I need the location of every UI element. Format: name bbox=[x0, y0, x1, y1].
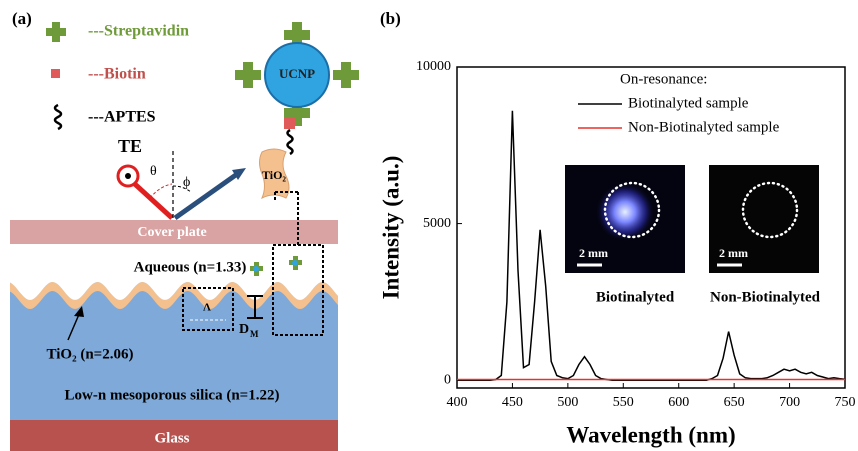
inset-label: Biotinalyted bbox=[596, 289, 675, 305]
tio2-layer-label: TiO₂ (n=2.06) bbox=[47, 346, 134, 362]
beam-diagram bbox=[118, 150, 246, 218]
legend-title: On-resonance: bbox=[620, 71, 707, 87]
legend-aptes: ---APTES bbox=[88, 109, 156, 126]
panel-a: (a) ---Streptavidin ---Biotin ---APTES U… bbox=[10, 9, 359, 451]
te-label: TE bbox=[118, 136, 142, 156]
y-tick-label: 5000 bbox=[423, 216, 451, 231]
inset-label: Non-Biotinalyted bbox=[710, 289, 821, 305]
panel-label: (a) bbox=[12, 9, 32, 28]
biotin-icon bbox=[51, 69, 60, 78]
legend-label: Biotinalyted sample bbox=[628, 95, 749, 111]
panel-label: (b) bbox=[380, 9, 401, 28]
y-axis-label: Intensity (a.u.) bbox=[378, 156, 403, 300]
aptes-icon bbox=[55, 105, 61, 129]
legend-streptavidin: ---Streptavidin bbox=[88, 23, 189, 40]
scale-bar-label: 2 mm bbox=[579, 246, 608, 260]
cover-plate-label: Cover plate bbox=[137, 225, 206, 240]
x-tick-label: 500 bbox=[557, 395, 578, 410]
x-tick-label: 550 bbox=[613, 395, 634, 410]
depth-subscript: M bbox=[250, 329, 259, 339]
ucnp-label: UCNP bbox=[279, 66, 315, 81]
phi-label: ϕ bbox=[183, 175, 190, 190]
aqueous-label: Aqueous (n=1.33) bbox=[134, 259, 247, 275]
x-axis-label: Wavelength (nm) bbox=[566, 422, 735, 447]
legend-label: Non-Biotinalyted sample bbox=[628, 119, 780, 135]
streptavidin-icon bbox=[46, 22, 66, 42]
theta-label: θ bbox=[150, 164, 157, 179]
y-tick-label: 0 bbox=[444, 372, 451, 387]
silica-label: Low-n mesoporous silica (n=1.22) bbox=[65, 387, 280, 403]
depth-label: D bbox=[239, 322, 249, 337]
legend-biotin: ---Biotin bbox=[88, 66, 146, 83]
x-tick-label: 700 bbox=[779, 395, 800, 410]
x-tick-label: 450 bbox=[502, 395, 523, 410]
ucnp-particle bbox=[235, 22, 359, 198]
x-tick-label: 750 bbox=[835, 395, 856, 410]
x-tick-label: 600 bbox=[668, 395, 689, 410]
tio2-particle-label: TiO₂ bbox=[262, 168, 286, 182]
y-tick-label: 10000 bbox=[416, 59, 451, 74]
glass-label: Glass bbox=[154, 430, 189, 446]
figure: (a) ---Streptavidin ---Biotin ---APTES U… bbox=[0, 0, 858, 451]
x-tick-label: 400 bbox=[447, 395, 468, 410]
scale-bar-label: 2 mm bbox=[719, 246, 748, 260]
x-tick-label: 650 bbox=[724, 395, 745, 410]
period-label: Λ bbox=[203, 302, 211, 314]
